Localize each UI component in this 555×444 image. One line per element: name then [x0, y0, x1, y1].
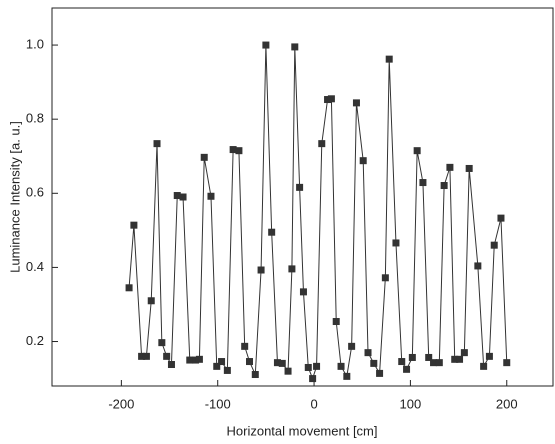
- y-tick-label: 0.2: [26, 333, 44, 348]
- point-marker: [456, 355, 464, 363]
- point-marker: [435, 359, 443, 367]
- point-marker: [158, 339, 166, 347]
- x-tick-label: 200: [496, 396, 518, 411]
- point-marker: [309, 375, 317, 383]
- point-marker: [480, 362, 488, 370]
- point-marker: [278, 359, 286, 367]
- point-marker: [465, 164, 473, 172]
- point-marker: [348, 342, 356, 350]
- point-marker: [337, 362, 345, 370]
- point-marker: [223, 366, 231, 374]
- point-marker: [392, 239, 400, 247]
- point-marker: [288, 265, 296, 273]
- point-marker: [186, 356, 194, 364]
- point-marker: [130, 221, 138, 229]
- point-marker: [324, 96, 332, 104]
- point-marker: [413, 147, 421, 155]
- point-marker: [451, 355, 459, 363]
- point-marker: [408, 353, 416, 361]
- point-marker: [370, 359, 378, 367]
- point-marker: [327, 95, 335, 103]
- point-marker: [440, 182, 448, 190]
- point-marker: [398, 358, 406, 366]
- point-marker: [430, 359, 438, 367]
- point-marker: [262, 41, 270, 49]
- point-marker: [284, 367, 292, 375]
- point-marker: [273, 359, 281, 367]
- point-marker: [268, 228, 276, 236]
- point-marker: [291, 43, 299, 51]
- y-tick-label: 0.8: [26, 111, 44, 126]
- point-marker: [173, 192, 181, 200]
- point-marker: [381, 274, 389, 282]
- point-marker: [153, 140, 161, 148]
- point-marker: [192, 356, 200, 364]
- x-tick-label: -100: [205, 396, 231, 411]
- point-marker: [195, 355, 203, 363]
- y-tick-label: 0.6: [26, 185, 44, 200]
- point-marker: [419, 179, 427, 187]
- point-marker: [241, 342, 249, 350]
- point-marker: [332, 318, 340, 326]
- point-marker: [147, 297, 155, 305]
- point-marker: [138, 352, 146, 360]
- point-marker: [125, 284, 133, 292]
- point-marker: [485, 352, 493, 360]
- point-marker: [497, 214, 505, 222]
- point-marker: [490, 241, 498, 249]
- point-marker: [246, 358, 254, 366]
- point-marker: [403, 365, 411, 373]
- point-marker: [313, 362, 321, 370]
- point-marker: [446, 163, 454, 171]
- point-marker: [207, 192, 215, 200]
- point-marker: [364, 349, 372, 357]
- y-axis-title: Luminance Intensity [a. u.]: [7, 121, 22, 273]
- point-marker: [257, 266, 265, 274]
- point-marker: [343, 372, 351, 380]
- point-marker: [299, 288, 307, 296]
- x-axis-title: Horizontal movement [cm]: [227, 423, 378, 438]
- point-marker: [167, 361, 175, 369]
- x-tick-label: 100: [400, 396, 422, 411]
- point-marker: [503, 359, 511, 367]
- series-line: [128, 45, 508, 381]
- plot-frame: [51, 7, 554, 387]
- point-marker: [304, 363, 312, 371]
- point-marker: [200, 153, 208, 161]
- point-marker: [385, 55, 393, 63]
- point-marker: [251, 371, 259, 379]
- point-marker: [425, 353, 433, 361]
- point-marker: [474, 262, 482, 270]
- point-marker: [318, 140, 326, 148]
- point-marker: [179, 193, 187, 201]
- point-marker: [359, 157, 367, 165]
- point-marker: [460, 349, 468, 357]
- point-marker: [142, 352, 150, 360]
- point-marker: [229, 146, 237, 154]
- point-marker: [163, 352, 171, 360]
- point-marker: [296, 183, 304, 191]
- x-tick-label: -200: [108, 396, 134, 411]
- point-marker: [352, 99, 360, 107]
- point-marker: [235, 147, 243, 155]
- y-tick-label: 0.4: [26, 259, 44, 274]
- point-marker: [376, 369, 384, 377]
- y-tick-label: 1.0: [26, 36, 44, 51]
- x-tick-label: 0: [310, 396, 317, 411]
- point-marker: [218, 358, 226, 366]
- point-marker: [213, 362, 221, 370]
